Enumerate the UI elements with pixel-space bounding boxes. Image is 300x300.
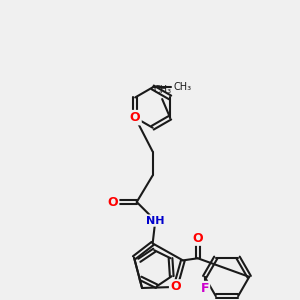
- Text: O: O: [107, 196, 118, 208]
- Text: O: O: [130, 111, 140, 124]
- Text: O: O: [193, 232, 203, 244]
- Text: F: F: [200, 282, 209, 295]
- Text: CH₃: CH₃: [153, 85, 171, 95]
- Text: O: O: [170, 280, 181, 293]
- Text: NH: NH: [146, 216, 165, 226]
- Text: CH₃: CH₃: [174, 82, 192, 92]
